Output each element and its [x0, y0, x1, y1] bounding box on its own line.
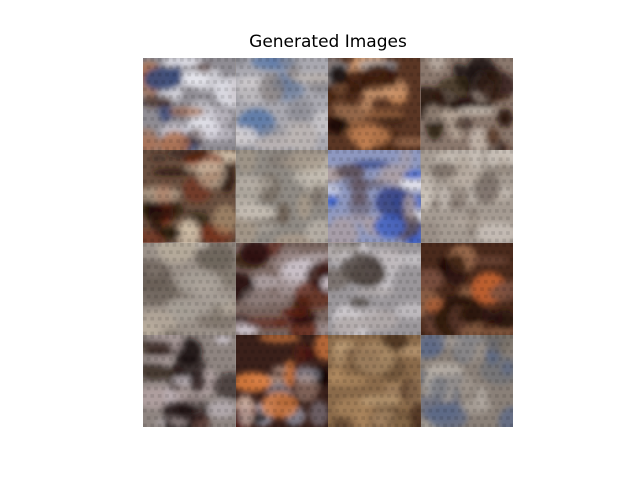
- generated-image-tile: [143, 334, 236, 427]
- generated-image: [420, 58, 513, 151]
- generated-image-tile: [328, 242, 421, 335]
- generated-image-tile: [420, 242, 513, 335]
- generated-image-tile: [420, 150, 513, 243]
- generated-image: [143, 58, 236, 151]
- generated-image: [235, 150, 328, 243]
- generated-image-tile: [235, 58, 328, 151]
- generated-image: [328, 58, 421, 151]
- generated-image: [420, 150, 513, 243]
- generated-image-tile: [328, 150, 421, 243]
- generated-image-tile: [143, 242, 236, 335]
- generated-image-tile: [328, 58, 421, 151]
- generated-image: [420, 242, 513, 335]
- generated-image-tile: [420, 58, 513, 151]
- generated-image-tile: [235, 150, 328, 243]
- generated-image: [420, 334, 513, 427]
- generated-image: [328, 242, 421, 335]
- generated-image-tile: [235, 242, 328, 335]
- generated-image: [235, 58, 328, 151]
- generated-image-tile: [328, 334, 421, 427]
- generated-image: [235, 334, 328, 427]
- generated-image: [328, 334, 421, 427]
- generated-image: [328, 150, 421, 243]
- generated-image-tile: [143, 58, 236, 151]
- generated-image-tile: [420, 334, 513, 427]
- generated-image: [143, 242, 236, 335]
- generated-image: [143, 334, 236, 427]
- generated-image: [143, 150, 236, 243]
- generated-image-tile: [235, 334, 328, 427]
- figure-title: Generated Images: [249, 32, 407, 52]
- generated-image-tile: [143, 150, 236, 243]
- generated-images-grid: [143, 58, 513, 427]
- generated-image: [235, 242, 328, 335]
